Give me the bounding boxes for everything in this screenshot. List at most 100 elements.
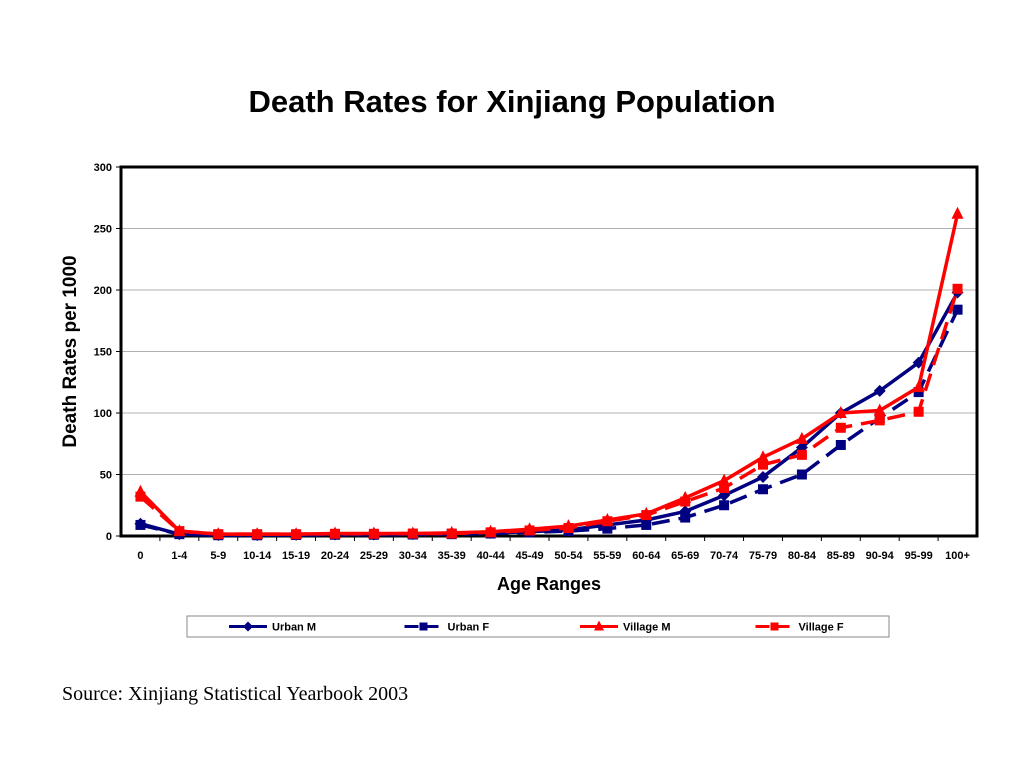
x-tick-label: 95-99 xyxy=(905,550,933,562)
series-line xyxy=(139,213,960,536)
data-point-marker xyxy=(213,529,224,540)
x-tick-label: 35-39 xyxy=(438,550,466,562)
x-tick-label: 20-24 xyxy=(321,550,350,562)
data-point-marker xyxy=(796,469,807,480)
legend-label: Urban F xyxy=(448,622,490,634)
x-tick-label: 100+ xyxy=(945,550,970,562)
y-tick-label: 200 xyxy=(94,285,112,297)
x-tick-label: 1-4 xyxy=(171,550,188,562)
x-tick-label: 75-79 xyxy=(749,550,777,562)
x-tick-label: 80-84 xyxy=(788,550,817,562)
series-village-f xyxy=(135,283,963,540)
series-line xyxy=(140,291,960,537)
data-point-marker xyxy=(796,449,807,460)
data-point-marker xyxy=(407,528,418,539)
data-point-marker xyxy=(757,470,769,483)
gridlines xyxy=(121,228,977,475)
data-point-marker xyxy=(719,500,730,511)
data-point-marker xyxy=(795,431,808,444)
y-tick-label: 50 xyxy=(100,470,112,482)
data-point-marker xyxy=(680,512,691,523)
legend-item: Urban M xyxy=(229,621,316,634)
data-point-marker xyxy=(594,620,604,631)
x-axis-ticks: 0 1-4 5-9 10-14 15-19 20-24 25-29 30-34 35-39 40-… xyxy=(137,536,970,562)
data-point-marker xyxy=(758,484,768,495)
x-tick-label: 50-54 xyxy=(554,550,583,562)
data-point-marker xyxy=(680,496,691,507)
x-tick-label: 90-94 xyxy=(866,550,895,562)
y-tick-label: 150 xyxy=(94,347,112,359)
x-tick-label: 40-44 xyxy=(477,550,506,562)
legend-item: Urban F xyxy=(404,622,490,634)
series-lines xyxy=(134,206,964,542)
data-point-marker xyxy=(951,206,964,219)
legend: Urban M Urban F Village M Village F xyxy=(186,615,890,638)
legend-label: Village M xyxy=(623,622,670,634)
data-point-marker xyxy=(446,528,457,539)
x-tick-label: 25-29 xyxy=(360,550,388,562)
data-point-marker xyxy=(835,422,846,433)
data-point-marker xyxy=(952,283,963,294)
data-point-marker xyxy=(291,529,302,540)
series-line xyxy=(140,308,960,538)
x-tick-label: 30-34 xyxy=(399,550,428,562)
source-note: Source: Xinjiang Statistical Yearbook 20… xyxy=(62,683,409,705)
y-tick-label: 250 xyxy=(94,224,112,236)
data-point-marker xyxy=(563,523,574,534)
data-point-marker xyxy=(641,519,652,530)
x-axis-label: Age Ranges xyxy=(497,574,601,594)
data-point-marker xyxy=(757,450,769,463)
data-point-marker xyxy=(952,304,963,315)
data-point-marker xyxy=(135,491,146,502)
data-point-marker xyxy=(252,529,263,540)
y-axis-label: Death Rates per 1000 xyxy=(60,255,81,447)
series-village-m xyxy=(134,206,964,540)
data-point-marker xyxy=(873,384,886,397)
data-point-marker xyxy=(770,622,779,631)
data-point-marker xyxy=(912,356,925,369)
series-urban-f xyxy=(135,304,963,541)
data-point-marker xyxy=(912,380,925,393)
x-tick-label: 85-89 xyxy=(827,550,855,562)
data-point-marker xyxy=(135,519,146,530)
legend-box xyxy=(186,615,890,638)
y-tick-label: 300 xyxy=(94,162,112,174)
legend-items: Urban M Urban F Village M Village F xyxy=(229,620,844,634)
chart-title: Death Rates for Xinjiang Population xyxy=(248,84,776,119)
data-point-marker xyxy=(835,439,846,450)
legend-label: Urban M xyxy=(272,622,316,634)
data-point-marker xyxy=(330,528,340,539)
x-tick-label: 5-9 xyxy=(210,550,226,562)
data-point-marker xyxy=(368,528,379,539)
y-tick-label: 100 xyxy=(94,408,112,420)
series-line xyxy=(139,288,960,536)
data-point-marker xyxy=(834,406,847,418)
data-point-marker xyxy=(485,527,496,538)
data-point-marker xyxy=(243,621,253,632)
data-point-marker xyxy=(758,459,768,470)
data-point-marker xyxy=(718,473,731,486)
data-point-marker xyxy=(873,403,886,416)
data-point-marker xyxy=(913,406,924,417)
data-point-marker xyxy=(719,483,730,494)
data-point-marker xyxy=(174,526,185,537)
data-point-marker xyxy=(641,510,652,521)
data-point-marker xyxy=(524,525,535,536)
x-tick-label: 10-14 xyxy=(243,550,272,562)
x-tick-label: 55-59 xyxy=(593,550,621,562)
data-point-marker xyxy=(602,523,613,534)
x-tick-label: 65-69 xyxy=(671,550,699,562)
x-tick-label: 60-64 xyxy=(632,550,661,562)
x-tick-label: 15-19 xyxy=(282,550,310,562)
y-tick-label: 0 xyxy=(106,531,112,543)
data-point-marker xyxy=(874,415,885,426)
data-point-marker xyxy=(679,505,692,518)
x-tick-label: 45-49 xyxy=(515,550,543,562)
legend-item: Village F xyxy=(755,622,844,634)
legend-item: Village M xyxy=(580,620,670,634)
data-point-marker xyxy=(419,622,428,631)
data-point-marker xyxy=(602,516,613,527)
legend-label: Village F xyxy=(799,622,844,634)
x-tick-label: 70-74 xyxy=(710,550,739,562)
